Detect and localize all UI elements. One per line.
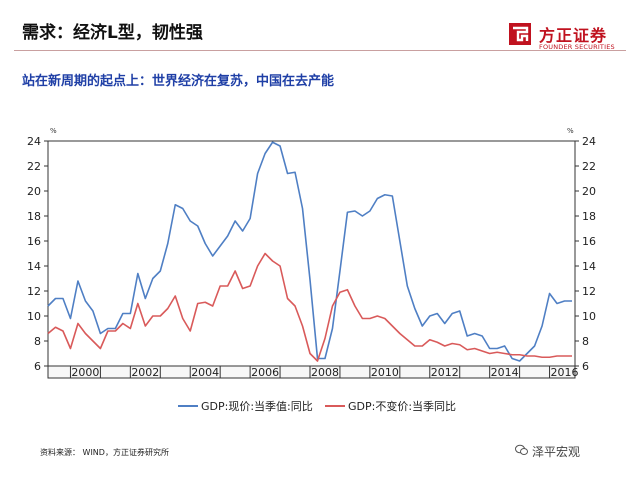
x-tick-label: 2016: [551, 366, 579, 379]
x-tick-label: 2010: [371, 366, 399, 379]
x-tick-label: 2014: [491, 366, 519, 379]
y-tick-label-left: 12: [27, 285, 41, 298]
y-tick-label-right: 18: [582, 210, 596, 223]
legend-label-1: GDP:现价:当季值:同比: [201, 399, 313, 413]
y-unit-left: %: [50, 127, 57, 135]
y-tick-label-right: 10: [582, 310, 596, 323]
page-subtitle: 站在新周期的起点上：世界经济在复苏，中国在去产能: [22, 74, 335, 89]
founder-logo-mark-icon: [509, 23, 531, 45]
legend-label-2: GDP:不变价:当季同比: [348, 399, 456, 413]
x-axis-band: [47, 365, 576, 379]
y-tick-label-left: 16: [27, 235, 41, 248]
x-tick-label: 2000: [71, 366, 99, 379]
source-note: 资料来源： WIND，方正证券研究所: [40, 448, 169, 457]
axis-ticks: % % 6 6 8 8 10 10 12 12 14 14 16 16 18 18 20 20 22 22 24 24 20…: [27, 127, 596, 379]
chart-legend: GDP:现价:当季值:同比 GDP:不变价:当季同比: [178, 399, 456, 413]
y-tick-label-right: 8: [582, 335, 589, 348]
x-tick-label: 2002: [131, 366, 159, 379]
series-line-2: [47, 252, 573, 362]
y-tick-label-left: 22: [27, 160, 41, 173]
y-tick-label-left: 18: [27, 210, 41, 223]
series-lines: [47, 141, 573, 362]
y-tick-label-left: 20: [27, 185, 41, 198]
plot-frame: [47, 140, 576, 379]
gdp-line-chart: % % 6 6 8 8 10 10 12 12 14 14 16 16 18 18 20 20 22 22 24 24 20…: [27, 127, 596, 413]
y-tick-label-left: 8: [34, 335, 41, 348]
y-tick-label-right: 22: [582, 160, 596, 173]
plot-border: [47, 140, 576, 367]
series-line-1: [47, 141, 573, 362]
x-tick-label: 2012: [431, 366, 459, 379]
y-tick-label-right: 12: [582, 285, 596, 298]
y-unit-right: %: [567, 127, 574, 135]
watermark-text: 泽平宏观: [532, 445, 581, 459]
y-tick-label-right: 14: [582, 260, 596, 273]
y-tick-label-left: 6: [34, 360, 41, 373]
y-tick-label-left: 10: [27, 310, 41, 323]
x-tick-label: 2006: [251, 366, 279, 379]
y-tick-label-right: 20: [582, 185, 596, 198]
y-tick-label-left: 24: [27, 135, 41, 148]
founder-logo: 方正证券 FOUNDER SECURITIES: [509, 22, 629, 52]
y-tick-label-right: 24: [582, 135, 596, 148]
wechat-icon: [515, 444, 528, 455]
y-tick-label-right: 6: [582, 360, 589, 373]
x-tick-label: 2004: [191, 366, 219, 379]
page-title: 需求：经济L型，韧性强: [22, 23, 203, 43]
x-tick-label: 2008: [311, 366, 339, 379]
y-tick-label-right: 16: [582, 235, 596, 248]
logo-name-en: FOUNDER SECURITIES: [539, 43, 615, 51]
title-divider: [14, 50, 626, 51]
y-tick-label-left: 14: [27, 260, 41, 273]
logo-name-cn: 方正证券: [539, 26, 608, 45]
